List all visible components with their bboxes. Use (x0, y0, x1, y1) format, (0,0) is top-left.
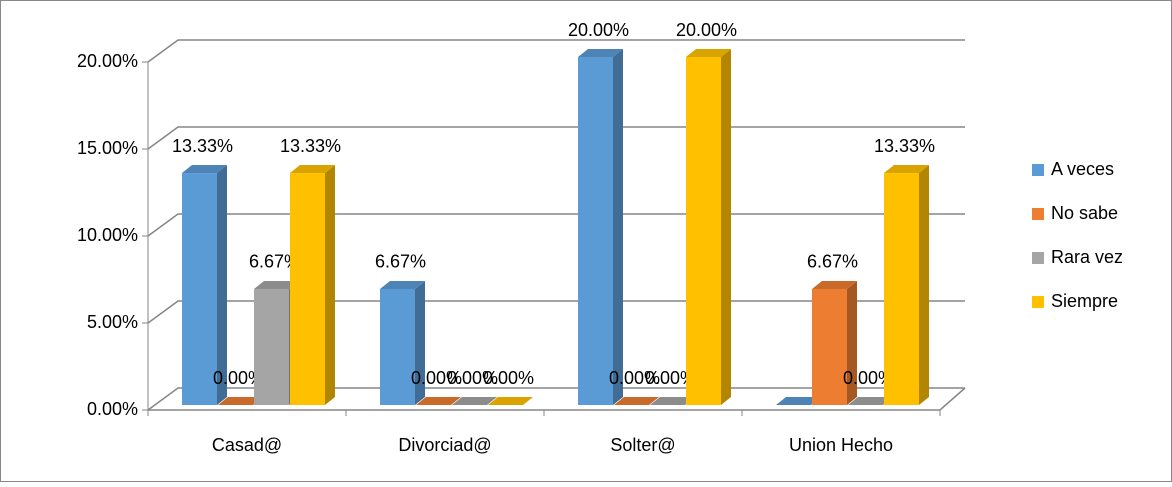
bar-side (415, 280, 425, 405)
bar-top (650, 397, 695, 405)
data-label: 0.00% (411, 368, 462, 388)
bar-side (613, 49, 623, 405)
bar-top (254, 280, 299, 289)
data-label: 0.00% (645, 368, 696, 388)
bar-top (614, 397, 659, 405)
bar (218, 397, 263, 405)
legend-label: No sabe (1051, 203, 1118, 223)
bar (488, 397, 533, 405)
data-label: 0.00% (483, 368, 534, 388)
bar-front (578, 57, 613, 405)
y-tick-label: 5.00% (87, 312, 138, 332)
bar-top (182, 165, 227, 174)
x-tick-label: Divorciad@ (398, 435, 491, 455)
grid-line (147, 39, 965, 63)
bar (452, 397, 497, 405)
bar-side (325, 165, 335, 405)
bar-side (721, 49, 731, 405)
y-tick-label: 15.00% (77, 138, 138, 158)
bar (812, 280, 857, 405)
bar-top (776, 397, 821, 405)
x-tick-label: Union Hecho (789, 435, 893, 455)
bar-top (812, 280, 857, 289)
bar-front (884, 173, 919, 405)
data-label: 13.33% (280, 136, 341, 156)
bar (380, 280, 425, 405)
data-label: 6.67% (375, 252, 426, 272)
data-label: 0.00% (609, 368, 660, 388)
data-label: 20.00% (676, 20, 737, 40)
bar (884, 165, 929, 405)
bar-top (380, 280, 425, 289)
data-label: 0.00% (843, 368, 894, 388)
data-label: 0.00% (213, 368, 264, 388)
bar-side (919, 165, 929, 405)
bar (290, 165, 335, 405)
bar-top (884, 165, 929, 174)
legend-swatch (1032, 164, 1044, 176)
bar (686, 49, 731, 405)
bar (776, 397, 821, 405)
legend-swatch (1032, 252, 1044, 264)
bar (416, 397, 461, 405)
bar-top (488, 397, 533, 405)
bar-top (452, 397, 497, 405)
data-label: 13.33% (874, 136, 935, 156)
x-tick-label: Solter@ (610, 435, 675, 455)
bar-front (686, 57, 721, 405)
data-label: 20.00% (568, 20, 629, 40)
bar (614, 397, 659, 405)
bar-top (686, 49, 731, 57)
bar-side (847, 280, 857, 405)
bar-front (290, 173, 325, 405)
bar-front (182, 173, 217, 405)
bar (578, 49, 623, 405)
data-label: 6.67% (807, 252, 858, 272)
bar-front (380, 288, 415, 405)
legend-label: A veces (1051, 159, 1114, 179)
bar-top (848, 397, 893, 405)
legend-label: Siempre (1051, 291, 1118, 311)
y-tick-label: 20.00% (77, 51, 138, 71)
legend-swatch (1032, 208, 1044, 220)
bar-top (578, 49, 623, 57)
data-label: 13.33% (172, 136, 233, 156)
bar (650, 397, 695, 405)
bar-top (290, 165, 335, 174)
bar-front (254, 288, 289, 405)
y-tick-label: 0.00% (87, 399, 138, 419)
bar (848, 397, 893, 405)
data-label: 0.00% (447, 368, 498, 388)
bar-side (217, 165, 227, 405)
bar-front (812, 288, 847, 405)
x-tick-label: Casad@ (212, 435, 282, 455)
data-label: 6.67% (249, 252, 300, 272)
legend-label: Rara vez (1051, 247, 1123, 267)
bar-top (416, 397, 461, 405)
y-tick-label: 10.00% (77, 225, 138, 245)
legend-swatch (1032, 296, 1044, 308)
bar-top (218, 397, 263, 405)
bar (182, 165, 227, 405)
